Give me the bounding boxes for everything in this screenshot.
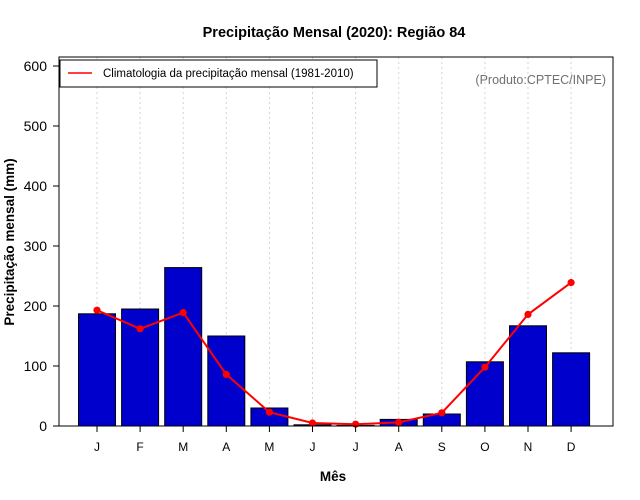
x-tick-label: N — [524, 440, 533, 454]
y-tick-label: 300 — [24, 238, 48, 254]
y-axis: 0 100 200 300 400 500 600 — [24, 58, 59, 434]
product-annotation: (Produto:CPTEC/INPE) — [475, 73, 606, 87]
climatology-point — [222, 370, 230, 378]
climatology-line — [96, 281, 572, 426]
bar — [509, 325, 547, 427]
climatology-point — [265, 408, 273, 416]
legend-box — [59, 59, 378, 88]
x-tick-label: J — [94, 440, 100, 454]
grid-lines — [96, 57, 572, 426]
x-tick-label: S — [438, 440, 446, 454]
bar — [78, 313, 116, 427]
x-axis-label: Mês — [320, 469, 346, 484]
climatology-point — [308, 419, 317, 427]
climatology-point — [93, 306, 101, 314]
x-tick-label: O — [480, 440, 489, 454]
x-tick-label: D — [567, 440, 576, 454]
y-tick-label: 0 — [39, 418, 47, 434]
bar-series — [78, 267, 591, 427]
legend: Climatologia da precipitação mensal (198… — [59, 59, 378, 88]
plot-frame — [58, 56, 614, 427]
climatology-point — [179, 309, 187, 317]
y-axis-label: Precipitação mensal (mm) — [2, 158, 17, 325]
x-tick-label: A — [395, 440, 403, 454]
climatology-point — [524, 310, 532, 318]
climatology-point — [395, 418, 403, 426]
x-tick-label: A — [222, 440, 230, 454]
y-tick-label: 100 — [24, 358, 48, 374]
x-tick-label: M — [178, 440, 188, 454]
x-tick-label: J — [310, 440, 316, 454]
bar — [207, 335, 246, 427]
x-tick-label: F — [136, 440, 143, 454]
climatology-point — [136, 325, 144, 333]
climatology-point — [481, 363, 489, 371]
chart-title: Precipitação Mensal (2020): Região 84 — [203, 25, 466, 41]
y-tick-label: 200 — [24, 298, 48, 314]
x-tick-label: M — [264, 440, 274, 454]
y-tick-label: 500 — [24, 118, 48, 134]
y-tick-label: 400 — [24, 178, 48, 194]
climatology-point — [438, 409, 446, 417]
x-tick-label: J — [353, 440, 359, 454]
bar — [552, 352, 591, 427]
bar — [465, 361, 504, 427]
climatology-series — [93, 279, 575, 428]
bar — [164, 267, 203, 427]
y-tick-label: 600 — [24, 58, 48, 74]
climatology-point — [567, 279, 575, 287]
legend-label: Climatologia da precipitação mensal (198… — [103, 68, 354, 80]
